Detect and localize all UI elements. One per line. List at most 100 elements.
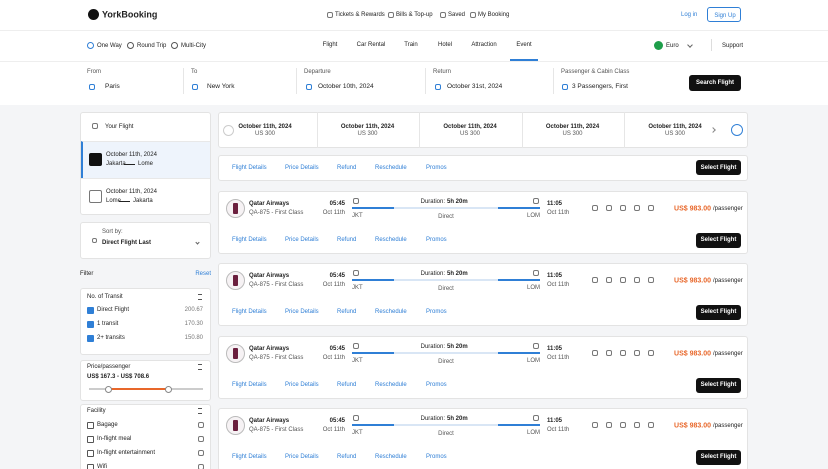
checkbox[interactable] [87, 320, 94, 328]
nav-link[interactable]: My Booking [478, 12, 510, 18]
select-button[interactable]: Select Flight [696, 160, 741, 175]
card-tab[interactable]: Promos [426, 454, 447, 460]
field-value[interactable]: 3 Passengers, First [572, 82, 628, 90]
support-link[interactable]: Support [722, 42, 744, 49]
select-label[interactable]: Select Flight [700, 382, 737, 388]
card-tab[interactable]: Price Details [285, 237, 319, 243]
field-value[interactable]: October 10th, 2024 [318, 82, 374, 90]
prev-button[interactable] [223, 125, 234, 136]
flight-leg[interactable] [81, 178, 210, 215]
date-option[interactable]: October 11th, 2024 [340, 124, 395, 130]
date-option[interactable]: October 11th, 2024 [443, 124, 497, 130]
radio[interactable] [171, 42, 178, 49]
card-tab[interactable]: Flight Details [232, 382, 267, 388]
trip-type[interactable]: Multi-City [181, 42, 206, 49]
select-button[interactable]: Select Flight [696, 449, 741, 465]
leg-date: October 11th, 2024 [106, 189, 157, 195]
signup-label[interactable]: Sign Up [714, 12, 736, 19]
flight-code: QA-875 - First Class [249, 355, 304, 361]
field-value[interactable]: New York [207, 82, 235, 90]
checkbox[interactable] [87, 449, 94, 457]
card-tab[interactable]: Refund [337, 237, 357, 243]
select-label[interactable]: Select Flight [700, 309, 737, 315]
service-tab[interactable]: Car Rental [356, 42, 386, 48]
search-label[interactable]: Search Flight [695, 80, 735, 86]
reset-link[interactable]: Reset [195, 271, 211, 277]
search-button[interactable]: Search Flight [689, 75, 741, 91]
radio[interactable] [127, 42, 134, 49]
checkbox[interactable] [87, 421, 94, 429]
amenity-icon [592, 350, 598, 356]
card-tab[interactable]: Reschedule [375, 382, 407, 388]
flight-code: QA-875 - First Class [249, 210, 304, 216]
service-tab[interactable]: Event [516, 42, 532, 48]
card-tab[interactable]: Refund [337, 454, 357, 460]
field-value[interactable]: Paris [105, 82, 120, 90]
date-divider [624, 112, 625, 148]
nav-link[interactable]: Bills & Top-up [396, 12, 433, 18]
service-tab[interactable]: Attraction [471, 42, 497, 48]
checkbox[interactable] [87, 334, 94, 342]
card-tab[interactable]: Refund [337, 164, 357, 171]
date-option[interactable]: October 11th, 2024 [648, 124, 702, 130]
duration: 5h 20m [447, 344, 468, 350]
service-tab[interactable]: Hotel [437, 42, 453, 48]
dep-code: JKT [352, 357, 363, 364]
card-tab[interactable]: Refund [337, 309, 357, 315]
card-tab[interactable]: Flight Details [232, 454, 267, 460]
service-tab[interactable]: Flight [322, 42, 338, 48]
transit-panel [80, 288, 211, 355]
sort-value[interactable]: Direct Flight Last [102, 240, 152, 246]
card-tab[interactable]: Promos [426, 382, 447, 388]
card-tab[interactable]: Refund [337, 382, 357, 388]
calendar-button[interactable] [731, 124, 743, 136]
leg-arrow [124, 163, 135, 165]
card-tab[interactable]: Price Details [285, 309, 319, 315]
date-option[interactable]: October 11th, 2024 [238, 124, 292, 130]
arr-code: LOM [526, 284, 540, 291]
card-tab[interactable]: Flight Details [232, 237, 267, 243]
card-tab[interactable]: Reschedule [375, 237, 407, 243]
select-button[interactable]: Select Flight [696, 232, 741, 248]
field-value[interactable]: October 31st, 2024 [447, 82, 503, 90]
card-tab[interactable]: Flight Details [232, 309, 267, 315]
date-option[interactable]: October 11th, 2024 [545, 124, 600, 130]
select-button[interactable]: Select Flight [696, 304, 741, 320]
select-label[interactable]: Select Flight [700, 237, 737, 243]
card-tab[interactable]: Promos [426, 237, 447, 243]
select-label[interactable]: Select Flight [700, 164, 737, 171]
select-label[interactable]: Select Flight [700, 454, 737, 460]
card-tab[interactable]: Reschedule [375, 454, 407, 460]
radio[interactable] [87, 42, 94, 49]
currency[interactable]: Euro [666, 42, 679, 49]
trip-type[interactable]: Round Trip [137, 42, 167, 49]
nav-link[interactable]: Tickets & Rewards [335, 12, 385, 18]
checkbox[interactable] [87, 463, 94, 469]
checkbox[interactable] [87, 435, 94, 443]
panel-title: Facility [87, 408, 106, 414]
price: US$ 983.00 [674, 350, 711, 357]
card-tab[interactable]: Promos [426, 164, 447, 171]
card-tab[interactable]: Price Details [285, 164, 319, 171]
card-tab[interactable]: Promos [426, 309, 447, 315]
card-tab[interactable]: Price Details [285, 454, 319, 460]
nav-link[interactable]: Saved [448, 12, 466, 18]
flight-card [218, 263, 748, 326]
card-tab[interactable]: Reschedule [375, 309, 407, 315]
leg-to: Lome [138, 161, 154, 167]
airline-logo-mark [233, 420, 238, 431]
option-count: 170.30 [184, 321, 203, 327]
login-link[interactable]: Log in [681, 12, 698, 18]
signup-button[interactable]: Sign Up [707, 7, 741, 22]
slider-handle[interactable] [164, 385, 172, 393]
slider-handle[interactable] [104, 385, 112, 393]
checkbox[interactable] [87, 306, 94, 314]
service-tab[interactable]: Train [404, 42, 418, 48]
card-tab[interactable]: Price Details [285, 382, 319, 388]
flight-leg[interactable] [81, 141, 210, 178]
card-tab[interactable]: Reschedule [375, 164, 407, 171]
trip-type[interactable]: One Way [97, 42, 122, 49]
arr-date: Oct 11th [547, 209, 570, 216]
card-tab[interactable]: Flight Details [232, 164, 267, 171]
select-button[interactable]: Select Flight [696, 377, 741, 393]
